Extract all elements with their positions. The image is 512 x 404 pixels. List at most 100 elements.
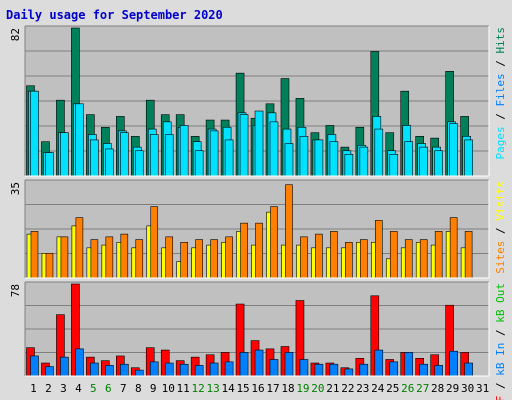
bar-pages-day-7 [120, 132, 129, 177]
bar-sites-day-16 [255, 222, 263, 279]
x-tick-label: 25 [386, 382, 399, 395]
bar-pages-day-22 [344, 154, 354, 177]
bar-pages-day-3 [60, 132, 69, 177]
x-tick-label: 29 [446, 382, 459, 395]
bar-sites-day-22 [345, 242, 353, 279]
bar-kb-in-day-15 [239, 352, 249, 377]
bar-pages-day-8 [134, 150, 144, 177]
x-tick-label: 18 [281, 382, 294, 395]
bar-pages-day-19 [299, 135, 309, 177]
bar-kb-in-day-11 [179, 363, 189, 377]
x-tick-label: 12 [192, 382, 205, 395]
bar-sites-day-29 [449, 217, 458, 279]
bar-kb-in-day-5 [90, 362, 99, 377]
bar-pages-day-12 [194, 150, 204, 177]
bar-kb-in-day-28 [434, 365, 443, 377]
legend-entry: / [494, 221, 507, 241]
panel-kbytes-max-label: 78 [9, 284, 22, 297]
bar-kb-in-day-4 [75, 348, 84, 377]
bar-pages-day-10 [164, 134, 174, 177]
legend-entry: / [494, 54, 507, 74]
bar-sites-day-13 [210, 239, 218, 279]
x-tick-label: 11 [177, 382, 190, 395]
bar-pages-day-26 [404, 141, 414, 177]
bar-kb-in-day-20 [314, 363, 324, 377]
x-tick-label: 13 [207, 382, 220, 395]
x-tick-label: 17 [266, 382, 279, 395]
legend-entry: kB Out [494, 283, 507, 323]
bar-sites-day-26 [404, 239, 413, 279]
bar-sites-day-25 [389, 231, 398, 279]
x-tick-label: 15 [236, 382, 249, 395]
x-tick-label: 28 [431, 382, 444, 395]
panel-visits-max-label: 35 [9, 182, 22, 195]
legend-entry: Sites [494, 241, 507, 274]
bar-kb-in-day-25 [389, 361, 399, 377]
bar-kb-in-day-23 [359, 363, 369, 377]
bar-pages-day-24 [374, 128, 384, 177]
panel-visits: 35 Sites / Visits [9, 179, 507, 279]
series-kb-in [30, 348, 473, 377]
panel-hits: 82 Pages / Files / Hits [9, 25, 507, 177]
bar-pages-day-27 [419, 146, 429, 177]
panel-kbytes: 78 kB F / kB In / kB Out [9, 281, 507, 404]
x-tick-label: 10 [162, 382, 175, 395]
bar-pages-day-30 [464, 139, 473, 177]
bar-kb-in-day-26 [404, 352, 414, 377]
x-tick-label: 26 [401, 382, 414, 395]
x-tick-label: 7 [120, 382, 127, 395]
bar-kb-in-day-2 [45, 366, 54, 377]
bar-sites-day-7 [120, 233, 129, 279]
bar-kb-in-day-17 [269, 359, 279, 377]
x-tick-label: 1 [30, 382, 37, 395]
legend-entry: / [494, 323, 507, 343]
bar-pages-day-6 [105, 148, 114, 177]
bar-kb-in-day-13 [209, 362, 219, 377]
legend-entry: Files [494, 73, 507, 106]
bar-kb-in-day-3 [60, 356, 69, 377]
bar-sites-day-1 [30, 231, 39, 279]
bar-kb-in-day-14 [224, 361, 234, 377]
bar-sites-day-14 [225, 236, 233, 279]
bar-pages-day-20 [314, 139, 324, 177]
panel-kbytes-legend: kB F / kB In / kB Out [494, 283, 507, 400]
bar-kb-in-day-12 [194, 365, 204, 377]
x-tick-label: 2 [45, 382, 52, 395]
panel-hits-max-label: 82 [9, 28, 22, 41]
legend-entry: / [494, 107, 507, 127]
bar-kb-in-day-16 [254, 349, 264, 377]
x-tick-label: 6 [105, 382, 112, 395]
bar-sites-day-19 [300, 236, 308, 279]
x-tick-label: 8 [135, 382, 142, 395]
bar-sites-day-9 [150, 206, 159, 279]
x-tick-label: 14 [221, 382, 235, 395]
bar-pages-day-9 [149, 134, 159, 177]
bar-pages-day-29 [449, 123, 458, 177]
bar-kb-in-day-21 [329, 363, 339, 377]
bar-sites-day-27 [419, 239, 428, 279]
bar-kb-in-day-27 [419, 363, 429, 377]
bar-pages-day-21 [329, 141, 339, 177]
bar-pages-day-11 [179, 125, 189, 177]
bar-pages-day-15 [239, 114, 249, 177]
bar-pages-day-23 [359, 146, 369, 177]
bar-pages-day-18 [284, 143, 294, 177]
bar-pages-day-2 [45, 152, 54, 177]
x-tick-label: 5 [90, 382, 97, 395]
x-tick-label: 16 [251, 382, 264, 395]
bar-sites-day-20 [315, 233, 323, 279]
x-tick-label: 22 [341, 382, 354, 395]
bar-kb-in-day-8 [134, 369, 144, 377]
x-tick-label: 24 [371, 382, 385, 395]
bar-pages-day-16 [254, 110, 264, 177]
bar-kb-in-day-10 [164, 362, 174, 377]
x-tick-label: 31 [476, 382, 489, 395]
bar-pages-day-17 [269, 121, 279, 177]
bar-sites-day-3 [60, 236, 69, 279]
bar-pages-day-13 [209, 130, 219, 177]
legend-entry: / [494, 376, 507, 396]
bar-kb-in-day-24 [374, 349, 384, 377]
bar-sites-day-5 [90, 239, 99, 279]
bar-sites-day-8 [135, 239, 144, 279]
bar-sites-day-21 [330, 231, 338, 279]
